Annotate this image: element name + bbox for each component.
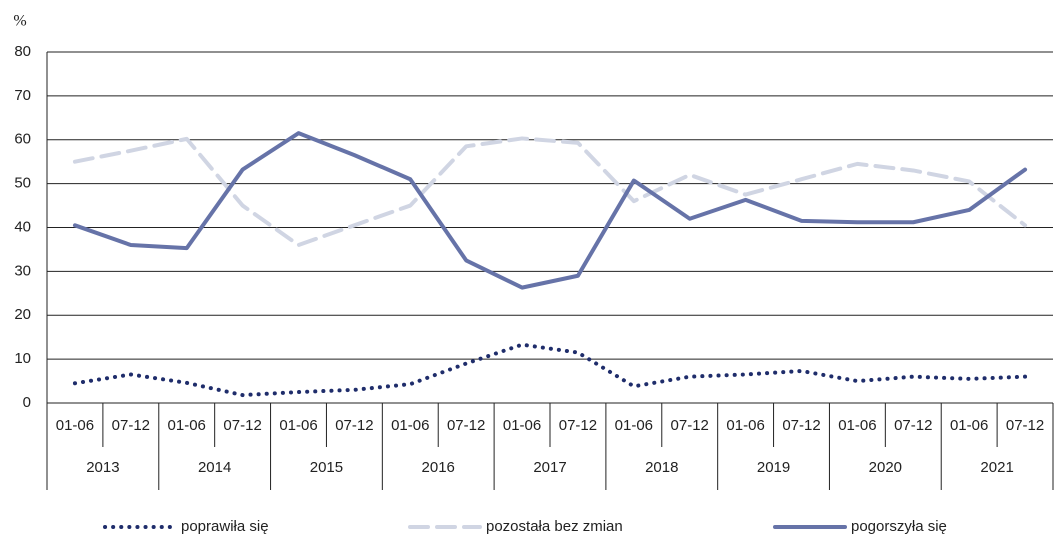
line-series bbox=[72, 136, 1028, 248]
y-tick-label: 40 bbox=[14, 218, 31, 235]
legend-label: pogorszyła się bbox=[851, 518, 947, 535]
y-tick-label: 50 bbox=[14, 175, 31, 192]
line-series bbox=[72, 342, 1028, 398]
x-tick-label: 01-06 bbox=[615, 417, 653, 434]
legend-label: poprawiła się bbox=[181, 518, 269, 535]
y-tick-label: 80 bbox=[14, 43, 31, 60]
x-group-label: 2013 bbox=[86, 459, 119, 476]
x-tick-label: 07-12 bbox=[671, 417, 709, 434]
x-tick-label: 07-12 bbox=[894, 417, 932, 434]
legend-label: pozostała bez zmian bbox=[486, 518, 623, 535]
x-group-label: 2017 bbox=[533, 459, 566, 476]
y-tick-label: 10 bbox=[14, 350, 31, 367]
x-tick-label: 01-06 bbox=[838, 417, 876, 434]
y-axis-label: % bbox=[13, 13, 26, 30]
x-tick-label: 01-06 bbox=[391, 417, 429, 434]
y-tick-label: 60 bbox=[14, 131, 31, 148]
x-group-label: 2014 bbox=[198, 459, 231, 476]
x-tick-label: 07-12 bbox=[447, 417, 485, 434]
x-group-label: 2020 bbox=[869, 459, 902, 476]
y-tick-label: 0 bbox=[23, 394, 31, 411]
x-tick-label: 01-06 bbox=[503, 417, 541, 434]
x-tick-label: 01-06 bbox=[279, 417, 317, 434]
x-group-label: 2018 bbox=[645, 459, 678, 476]
x-tick-label: 07-12 bbox=[223, 417, 261, 434]
x-tick-label: 07-12 bbox=[559, 417, 597, 434]
y-tick-label: 70 bbox=[14, 87, 31, 104]
y-tick-label: 20 bbox=[14, 306, 31, 323]
x-tick-label: 07-12 bbox=[782, 417, 820, 434]
x-tick-label: 07-12 bbox=[112, 417, 150, 434]
x-tick-label: 01-06 bbox=[56, 417, 94, 434]
line-series bbox=[72, 131, 1028, 290]
x-tick-label: 01-06 bbox=[726, 417, 764, 434]
x-group-label: 2015 bbox=[310, 459, 343, 476]
x-tick-label: 01-06 bbox=[950, 417, 988, 434]
x-group-label: 2019 bbox=[757, 459, 790, 476]
x-tick-label: 07-12 bbox=[335, 417, 373, 434]
x-tick-label: 01-06 bbox=[168, 417, 206, 434]
x-group-label: 2016 bbox=[422, 459, 455, 476]
x-group-label: 2021 bbox=[980, 459, 1013, 476]
x-tick-label: 07-12 bbox=[1006, 417, 1044, 434]
y-tick-label: 30 bbox=[14, 262, 31, 279]
